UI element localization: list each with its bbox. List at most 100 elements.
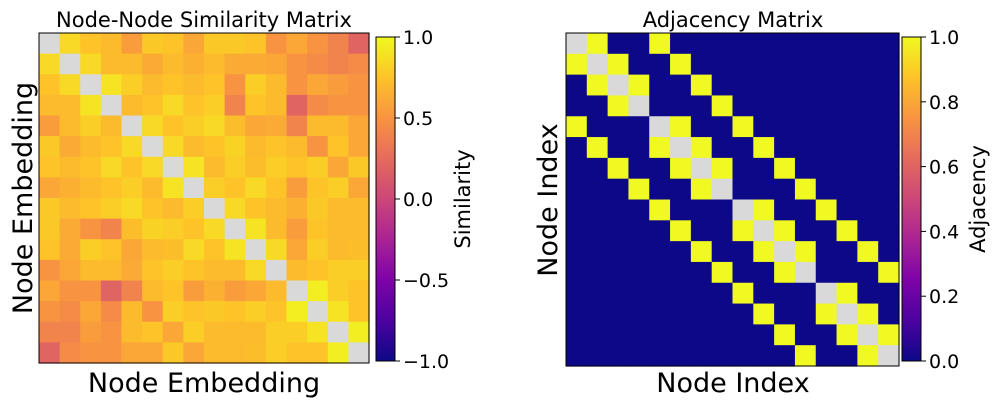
- similarity-panel: Node-Node Similarity Matrix Node Embeddi…: [8, 8, 475, 399]
- similarity-cell: [59, 94, 81, 117]
- adjacency-cell: [794, 95, 817, 117]
- similarity-cell: [327, 53, 349, 75]
- adjacency-cell: [774, 220, 796, 242]
- adjacency-cell: [607, 33, 630, 55]
- similarity-cell: [162, 218, 184, 240]
- similarity-cell: [307, 259, 329, 282]
- adjacency-cell: [774, 33, 796, 55]
- similarity-cell: [245, 74, 267, 96]
- similarity-cell: [224, 136, 246, 158]
- adjacency-cell: [628, 220, 650, 242]
- similarity-cell: [121, 136, 143, 158]
- similarity-cell: [80, 321, 102, 343]
- adjacency-cell: [628, 116, 650, 138]
- similarity-cell: [183, 259, 205, 282]
- adjacency-cell: [794, 116, 817, 138]
- adjacency-cell: [711, 137, 734, 159]
- similarity-cell: [265, 218, 288, 240]
- adjacency-cell: [836, 345, 858, 367]
- similarity-cell: [224, 53, 246, 75]
- adjacency-cell: [753, 116, 775, 138]
- similarity-cell: [224, 280, 246, 302]
- similarity-cell: [39, 259, 61, 282]
- similarity-cell: [348, 156, 370, 178]
- adjacency-cell: [711, 241, 734, 263]
- adjacency-cell: [670, 282, 692, 305]
- adjacency-cell: [732, 116, 754, 138]
- similarity-cell: [286, 342, 308, 364]
- similarity-cell: [307, 115, 329, 137]
- similarity-cell: [80, 280, 102, 302]
- adjacency-cell: [774, 324, 796, 346]
- adjacency-panel: Adjacency Matrix Node Index Node Index 1…: [533, 8, 990, 399]
- adjacency-cell: [628, 199, 650, 221]
- adjacency-cell: [815, 345, 838, 367]
- adjacency-cell: [878, 157, 900, 180]
- adjacency-cell: [732, 303, 754, 325]
- adjacency-cell: [794, 220, 817, 242]
- adjacency-cell: [878, 116, 900, 138]
- similarity-cell: [162, 74, 184, 96]
- adjacency-cell: [649, 241, 671, 263]
- similarity-cell: [80, 218, 102, 240]
- similarity-cell: [162, 136, 184, 158]
- adjacency-cell: [607, 157, 630, 180]
- similarity-cell: [204, 321, 226, 343]
- adjacency-cell: [649, 282, 671, 305]
- similarity-cell: [286, 115, 308, 137]
- adjacency-cell: [753, 137, 775, 159]
- adjacency-cell: [794, 53, 817, 76]
- similarity-cell: [224, 342, 246, 364]
- similarity-cell: [121, 218, 143, 240]
- adjacency-cell: [836, 116, 858, 138]
- similarity-cell: [162, 321, 184, 343]
- similarity-cell: [162, 33, 184, 55]
- adjacency-cell: [566, 53, 588, 76]
- adjacency-cell: [815, 199, 838, 221]
- adjacency-cell: [649, 220, 671, 242]
- adjacency-cell: [566, 157, 588, 180]
- adjacency-cell: [836, 137, 858, 159]
- similarity-cell: [327, 218, 349, 240]
- similarity-cell: [204, 280, 226, 302]
- similarity-cell: [183, 280, 205, 302]
- similarity-cell: [265, 259, 288, 282]
- adjacency-cell: [607, 282, 630, 305]
- similarity-colorbar-tick-label: 0.5: [403, 108, 433, 130]
- adjacency-cell: [566, 241, 588, 263]
- adjacency-cell: [774, 116, 796, 138]
- similarity-cell: [162, 342, 184, 364]
- similarity-cell: [245, 94, 267, 117]
- adjacency-colorbar-tick-label: 1.0: [929, 27, 959, 49]
- adjacency-cell: [794, 324, 817, 346]
- adjacency-colorbar-tick-label: 0.0: [929, 351, 959, 373]
- similarity-cell: [204, 177, 226, 199]
- similarity-cell: [142, 280, 164, 302]
- similarity-cell: [80, 342, 102, 364]
- similarity-cell: [348, 33, 370, 55]
- adjacency-cell: [566, 74, 588, 97]
- adjacency-cell: [753, 178, 775, 201]
- adjacency-cell: [794, 282, 817, 305]
- adjacency-cell: [649, 199, 671, 221]
- adjacency-cell: [794, 157, 817, 180]
- adjacency-cell: [670, 74, 692, 97]
- similarity-cell: [80, 94, 102, 117]
- adjacency-cell: [586, 137, 609, 159]
- similarity-cell: [121, 115, 143, 137]
- similarity-cell: [100, 115, 123, 137]
- adjacency-cell: [836, 53, 858, 76]
- adjacency-cell: [586, 345, 609, 367]
- adjacency-cell: [878, 95, 900, 117]
- similarity-cell: [183, 301, 205, 323]
- similarity-cell: [265, 177, 288, 199]
- adjacency-cell: [732, 53, 754, 76]
- similarity-cell: [39, 177, 61, 199]
- similarity-cell: [39, 115, 61, 137]
- similarity-cell: [183, 136, 205, 158]
- adjacency-cell: [670, 137, 692, 159]
- adjacency-cell: [794, 199, 817, 221]
- adjacency-cell: [815, 53, 838, 76]
- adjacency-cell: [836, 282, 858, 305]
- adjacency-cell: [753, 33, 775, 55]
